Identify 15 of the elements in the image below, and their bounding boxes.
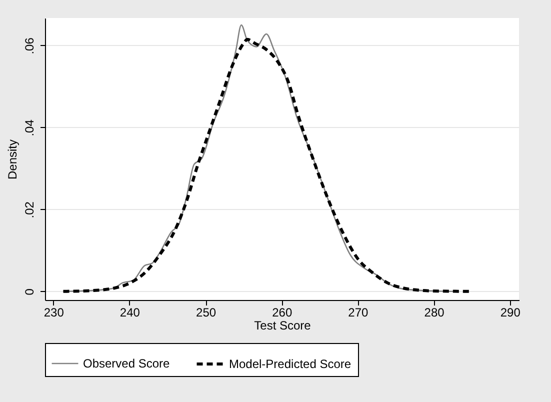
x-tick-label: 260 — [272, 306, 292, 320]
x-tick-label: 250 — [196, 306, 216, 320]
y-tick-label: 0 — [22, 288, 36, 296]
y-tick-label: .04 — [22, 119, 36, 136]
y-axis-title: Density — [6, 139, 20, 180]
x-tick-label: 280 — [424, 306, 445, 320]
legend-label: Model-Predicted Score — [229, 357, 352, 371]
x-tick-label: 270 — [348, 306, 369, 320]
x-axis-title: Test Score — [254, 318, 312, 332]
y-tick-label: .02 — [22, 201, 36, 218]
y-tick-label: .06 — [22, 37, 36, 54]
legend-label: Observed Score — [83, 356, 170, 370]
x-tick-label: 240 — [120, 306, 140, 320]
x-tick-label: 230 — [44, 306, 64, 320]
x-tick-label: 290 — [500, 306, 521, 320]
